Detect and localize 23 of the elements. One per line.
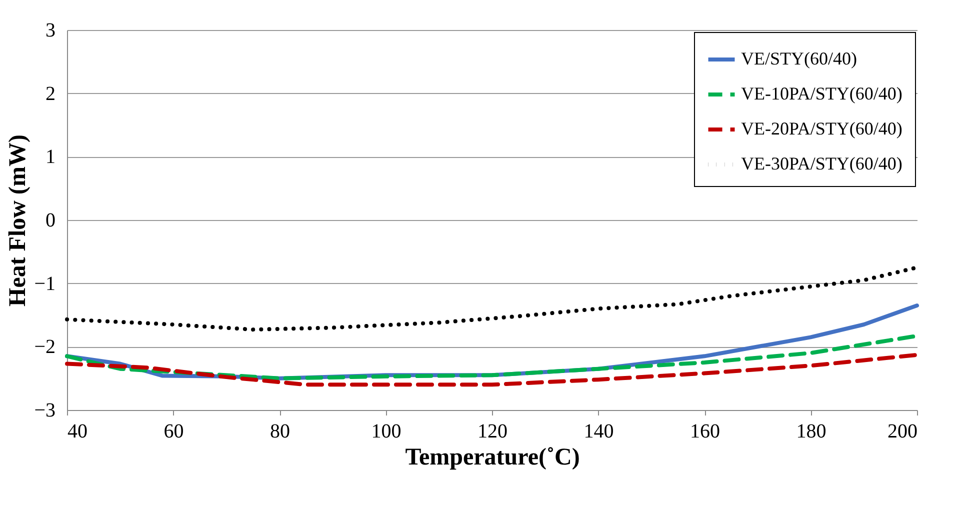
x-tick-label: 60: [164, 420, 184, 442]
line-series: [65, 352, 919, 387]
y-tick-label: −1: [34, 272, 56, 295]
y-axis-title: Heat Flow (mW): [5, 134, 32, 306]
x-tick-label: 200: [888, 420, 918, 442]
legend-label: VE/STY(60/40): [741, 48, 857, 68]
x-tick-label: 120: [478, 420, 508, 442]
y-tick-label: 2: [46, 82, 56, 105]
x-tick-label: 100: [371, 420, 402, 442]
x-tick-label: 80: [270, 420, 290, 442]
y-tick-label: 3: [46, 20, 56, 42]
x-axis-title: Temperature(˚C): [405, 444, 580, 470]
x-tick-label: 160: [690, 420, 720, 442]
y-tick-label: 0: [46, 210, 56, 232]
x-tick-label: 140: [584, 420, 614, 442]
x-tick-label: 40: [68, 420, 88, 442]
legend-label: VE-30PA/STY(60/40): [741, 154, 902, 174]
legend-label: VE-20PA/STY(60/40): [741, 118, 902, 138]
y-tick-label: 1: [46, 146, 56, 168]
x-tick-label: 180: [796, 420, 826, 442]
y-tick-label: −3: [34, 400, 56, 422]
legend-label: VE-10PA/STY(60/40): [741, 84, 902, 104]
y-tick-label: −2: [34, 336, 56, 358]
